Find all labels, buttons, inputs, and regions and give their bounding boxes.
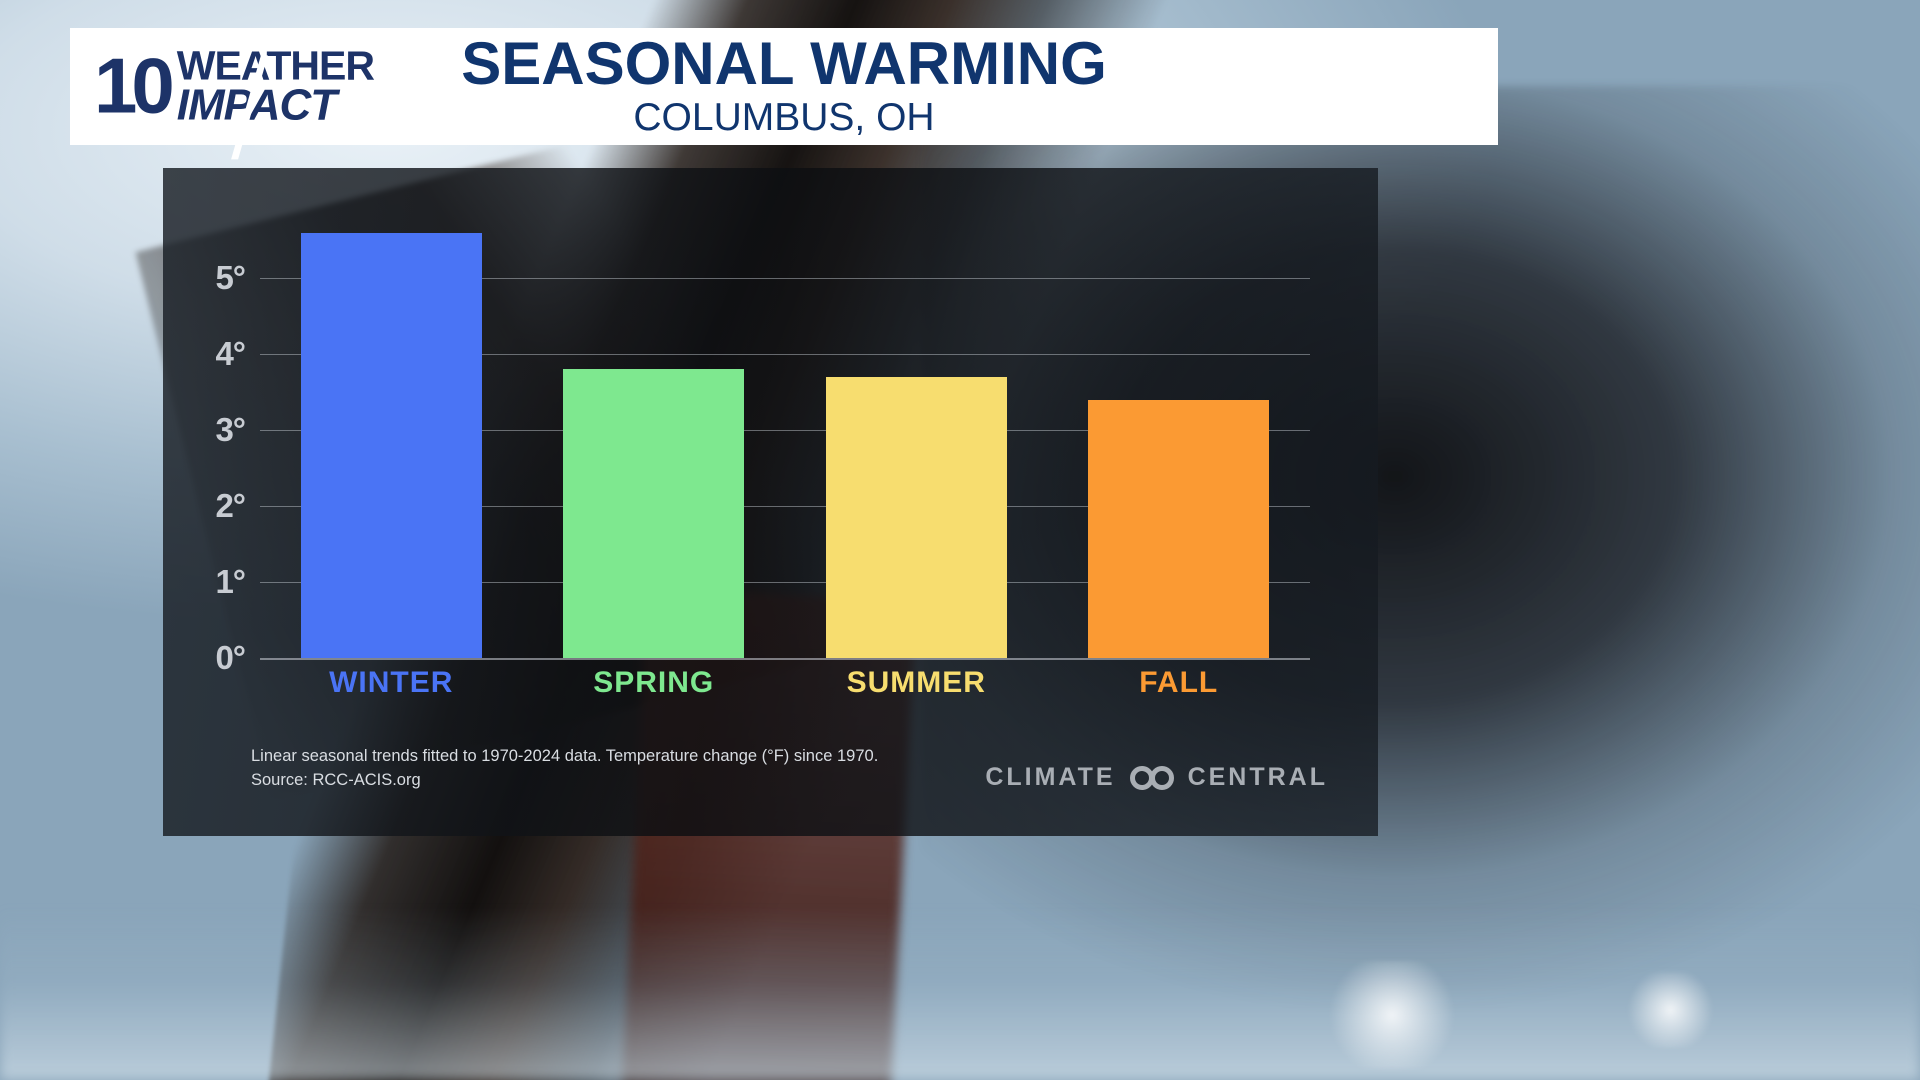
footnote-line-2: Source: RCC-ACIS.org (251, 770, 421, 789)
bar-winter (300, 232, 482, 658)
bar-label-spring: SPRING (593, 666, 715, 699)
bar-label-winter: WINTER (329, 666, 454, 699)
station-logo-ten: 10 (94, 41, 175, 130)
y-axis-tick-label: 3° (215, 411, 246, 449)
gridline (260, 506, 1310, 508)
station-logo-weather: WEATHER (176, 41, 375, 88)
y-axis-tick-label: 5° (215, 259, 246, 297)
bar-label-fall: FALL (1139, 666, 1219, 699)
climate-central-logo: CLIMATE CENTRAL (985, 763, 1328, 792)
bars-layer: WINTER SPRING SUMMER FALL (260, 168, 1310, 699)
bar-summer (825, 377, 1007, 658)
footnote-line-1: Linear seasonal trends fitted to 1970-20… (251, 747, 879, 766)
infinity-link-icon (1129, 765, 1174, 790)
bar-spring (563, 369, 745, 658)
gridline (260, 582, 1310, 584)
y-axis-tick-label: 2° (215, 487, 246, 525)
chart-footnote: Linear seasonal trends fitted to 1970-20… (251, 745, 878, 792)
bar-label-summer: SUMMER (846, 666, 986, 699)
background-sparkle (1612, 972, 1728, 1048)
station-logo-words: WEATHER IMPACT (176, 41, 375, 130)
gridline (260, 354, 1310, 356)
header-band: 10 WEATHER IMPACT SEASONAL WARMING COLUM… (70, 28, 1498, 159)
axis-baseline (260, 658, 1310, 660)
bar-fall (1088, 399, 1270, 658)
y-axis-tick-label: 4° (215, 335, 246, 373)
y-axis-tick-label: 0° (215, 639, 246, 676)
climate-central-word-left: CLIMATE (985, 763, 1116, 791)
bar-chart: 0° 1° 2° 3° 4° 5° WINTER SPRING SUMMER FALL (163, 168, 1378, 836)
station-logo-impact: IMPACT (176, 80, 337, 130)
background-sparkle (1305, 961, 1479, 1070)
station-logo: 10 WEATHER IMPACT (94, 41, 375, 159)
gridline (260, 278, 1310, 280)
climate-central-word-right: CENTRAL (1187, 763, 1328, 791)
chart-panel: 0° 1° 2° 3° 4° 5° WINTER SPRING SUMMER FALL Line… (163, 168, 1378, 836)
background-snow (0, 907, 1920, 1080)
gridline (260, 430, 1310, 432)
y-axis-tick-label: 1° (215, 563, 246, 601)
